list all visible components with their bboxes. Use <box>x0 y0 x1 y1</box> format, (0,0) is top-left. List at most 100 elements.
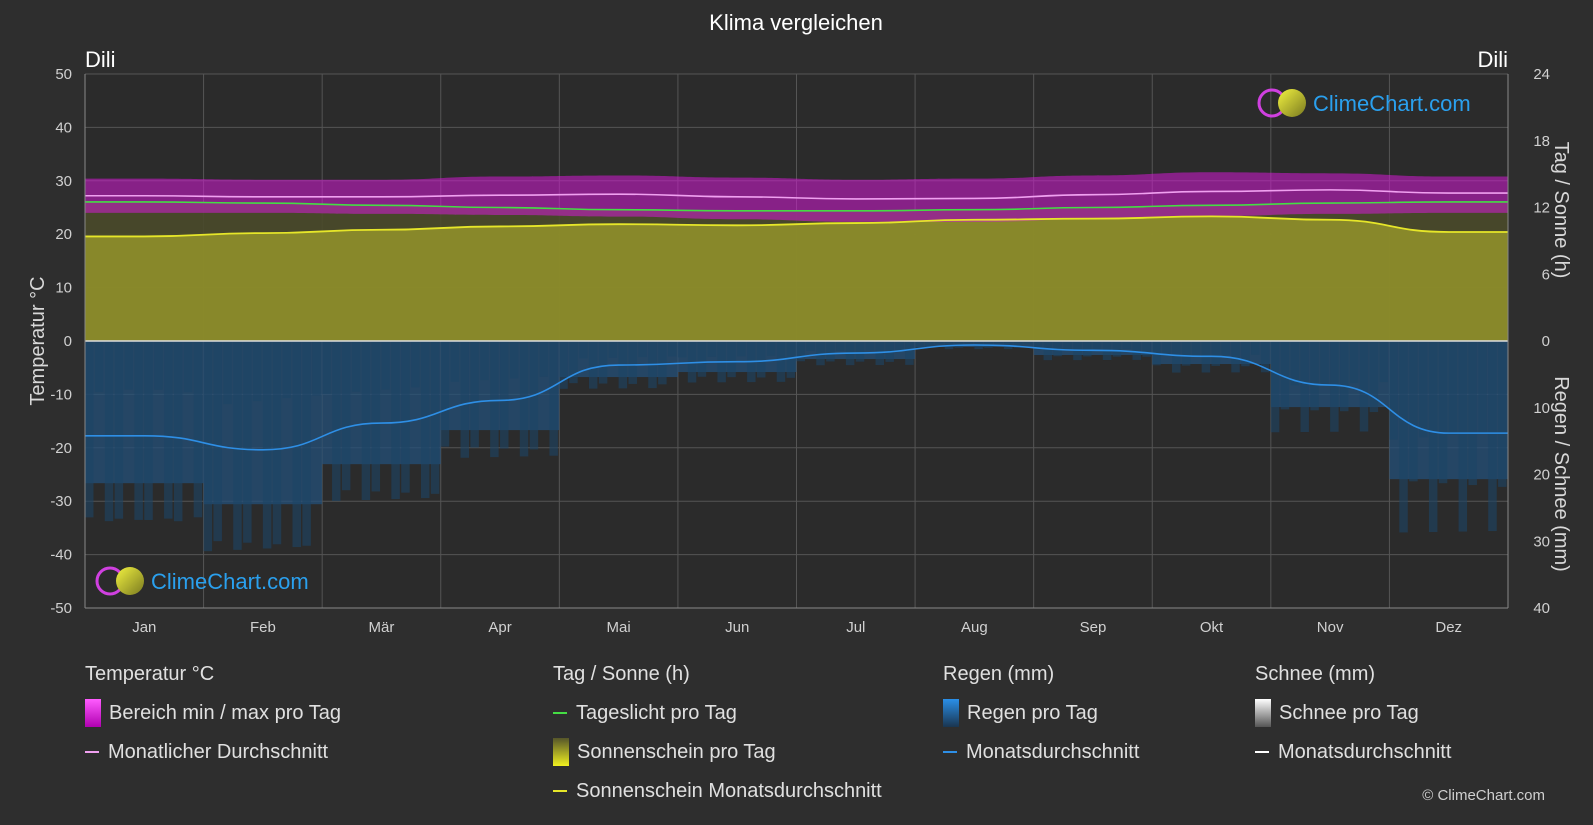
rain-day-bar <box>1092 341 1102 350</box>
rain-day-bar <box>1122 341 1132 349</box>
rain-day-bar <box>1369 341 1379 413</box>
rain-swatch-icon <box>943 699 959 727</box>
rain-day-bar <box>154 341 163 390</box>
rain-day-bar <box>203 341 213 552</box>
rain-day-bar <box>85 341 94 518</box>
rain-day-bar <box>430 341 440 494</box>
rain-day-bar <box>1448 341 1458 435</box>
x-tick-label: Mär <box>369 619 395 636</box>
rain-day-bar <box>114 341 124 519</box>
legend-snow: Schnee (mm) Schnee pro Tag Monatsdurchsc… <box>1255 663 1451 779</box>
rain-day-bar <box>1162 341 1171 356</box>
rain-day-bar <box>183 341 193 393</box>
legend-snow-day: Schnee pro Tag <box>1279 701 1419 724</box>
rain-day-bar <box>836 341 845 351</box>
legend-sun-header: Tag / Sonne (h) <box>553 663 690 685</box>
rain-day-bar <box>1142 341 1151 357</box>
rain-day-bar <box>193 341 203 518</box>
rain-day-bar <box>954 341 964 348</box>
rain-day-bar <box>915 341 924 350</box>
rain-day-bar <box>490 341 499 458</box>
rain-day-bar <box>539 341 549 377</box>
rain-day-bar <box>341 341 351 491</box>
rain-day-bar <box>1389 341 1398 440</box>
rain-day-bar <box>1132 341 1141 360</box>
rain-day-bar <box>1280 341 1290 410</box>
x-tick-label: Nov <box>1317 619 1344 636</box>
y-right-top-tick-label: 0 <box>1542 333 1550 350</box>
logo-sun-icon <box>116 567 144 595</box>
y-left-tick-label: 30 <box>55 173 72 190</box>
rain-day-bar <box>1300 341 1309 433</box>
rain-day-bar <box>638 341 647 358</box>
y-right-top-tick-label: 24 <box>1533 66 1550 83</box>
rain-day-bar <box>272 341 282 545</box>
x-tick-label: Sep <box>1080 619 1107 636</box>
rain-day-bar <box>233 341 242 550</box>
y-left-tick-label: -20 <box>50 440 72 457</box>
y-right-bottom-tick-label: 40 <box>1533 600 1550 617</box>
rain-day-bar <box>1478 341 1487 433</box>
rain-day-bar <box>1320 341 1329 385</box>
rain-day-bar <box>658 341 667 385</box>
rain-day-bar <box>1181 341 1191 366</box>
rain-day-bar <box>1270 341 1280 433</box>
sunshine-avg-swatch-icon <box>553 790 567 792</box>
y-left-tick-label: 20 <box>55 226 72 243</box>
rain-day-bar <box>1379 341 1389 383</box>
logo-text: ClimeChart.com <box>151 569 309 594</box>
rain-day-bar <box>588 341 598 389</box>
rain-day-bar <box>420 341 430 499</box>
series-lines <box>85 189 1508 451</box>
rain-day-bar <box>727 341 736 378</box>
logo-top: ClimeChart.com <box>1257 88 1471 118</box>
rain-day-bar <box>332 341 341 502</box>
x-tick-label: Okt <box>1200 619 1224 636</box>
rain-day-bar <box>608 341 618 358</box>
rain-day-bar <box>1349 341 1359 384</box>
axes: 50 40 30 20 10 0 -10 -20 -30 -40 -50 24 18 12 6 0 10 20 30… <box>50 66 1550 636</box>
daylight-line <box>85 201 1508 212</box>
rain-day-bar <box>816 341 825 366</box>
y-left-tick-label: -30 <box>50 493 72 510</box>
sunshine-area <box>85 201 1508 341</box>
y-right-top-tick-label: 12 <box>1533 200 1550 217</box>
y-right-bottom-tick-label: 10 <box>1533 400 1550 417</box>
y-left-tick-label: 10 <box>55 280 72 297</box>
legend-sun: Tag / Sonne (h) Tageslicht pro Tag Sonne… <box>553 663 882 818</box>
rain-day-bar <box>124 341 133 390</box>
y-left-tick-label: -40 <box>50 547 72 564</box>
rain-day-bar <box>1251 341 1260 355</box>
x-tick-label: Jun <box>725 619 749 636</box>
x-tick-label: Feb <box>250 619 276 636</box>
daylight-swatch-icon <box>553 712 567 714</box>
rain-day-bar <box>1004 341 1013 350</box>
rain-day-bar <box>865 341 875 351</box>
rain-day-bar <box>134 341 143 520</box>
rain-day-bar <box>776 341 786 382</box>
temp-avg-line <box>85 189 1508 200</box>
rain-day-bar <box>1399 341 1408 533</box>
rain-day-bar <box>480 341 489 381</box>
rain-day-bar <box>1172 341 1181 373</box>
rain-day-bar <box>500 341 509 449</box>
rain-day-bar <box>509 341 519 379</box>
sunshine-swatch-icon <box>553 738 569 766</box>
rain-day-bar <box>1458 341 1468 532</box>
legend-sunshine-avg: Sonnenschein Monatsdurchschnitt <box>576 779 882 802</box>
sunshine-fill <box>85 216 1508 341</box>
rain-day-bar <box>312 341 321 396</box>
rain-day-bar <box>401 341 410 493</box>
logo-bottom: ClimeChart.com <box>95 566 309 596</box>
rain-day-bar <box>1043 341 1053 361</box>
rain-day-bar <box>262 341 272 549</box>
y-right-bottom-tick-label: 30 <box>1533 533 1550 550</box>
rain-day-bar <box>440 341 450 447</box>
y-right-top-tick-label: 6 <box>1542 266 1550 283</box>
logo-text: ClimeChart.com <box>1313 91 1471 116</box>
rain-day-bar <box>164 341 173 519</box>
rain-day-bar <box>104 341 114 522</box>
legend-temp-range: Bereich min / max pro Tag <box>109 701 341 724</box>
temp-range-area <box>85 172 1508 222</box>
